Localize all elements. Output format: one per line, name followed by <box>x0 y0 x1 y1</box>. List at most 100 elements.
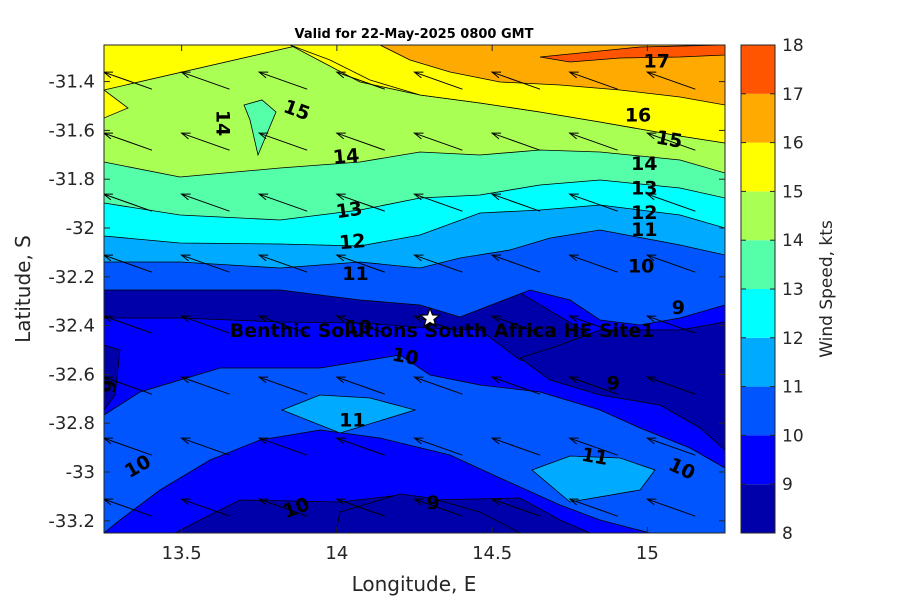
contour-label: 11 <box>631 219 657 241</box>
contour-label: 9 <box>98 378 122 395</box>
contour-label: 10 <box>628 256 654 278</box>
contour-label: 14 <box>211 110 233 136</box>
wind-arrow <box>645 498 696 517</box>
wind-arrow <box>490 376 541 395</box>
wind-arrow <box>180 193 230 212</box>
wind-arrow <box>180 254 230 273</box>
wind-arrow <box>490 437 541 456</box>
wind-arrow <box>180 376 230 395</box>
band-16-17 <box>379 45 725 106</box>
contour-label: 11 <box>339 409 365 431</box>
wind-arrow <box>257 193 308 212</box>
wind-arrow <box>413 315 463 334</box>
wind-arrow <box>335 193 385 212</box>
chart-title: Valid for 22-May-2025 0800 GMT <box>295 27 534 42</box>
wind-arrow <box>490 315 541 334</box>
colorbar-segment <box>741 337 775 387</box>
wind-arrow <box>568 498 618 517</box>
star-icon[interactable] <box>418 306 442 328</box>
x-tick-label: 13.5 <box>162 543 202 564</box>
colorbar-tick-label: 9 <box>782 475 793 495</box>
wind-arrow <box>104 254 153 273</box>
wind-arrow <box>104 376 153 395</box>
wind-arrow <box>335 71 385 90</box>
x-tick-label: 15 <box>636 543 659 564</box>
colorbar-tick-label: 10 <box>782 426 804 446</box>
contour-label: 17 <box>643 51 669 73</box>
wind-arrow <box>645 193 696 212</box>
colorbar-segment <box>741 484 775 533</box>
contour-label: 12 <box>338 230 366 254</box>
wind-arrow <box>104 193 153 212</box>
y-tick-label: -32.4 <box>48 316 95 337</box>
contour-label: 9 <box>672 297 685 319</box>
x-tick-label: 14.5 <box>472 543 512 564</box>
wind-arrow <box>568 132 618 151</box>
x-axis: 13.5 14 14.5 15 <box>162 45 659 564</box>
contour-label: 10 <box>390 344 420 370</box>
y-tick-label: -32 <box>66 218 95 239</box>
y-tick-label: -31.8 <box>48 169 95 190</box>
band-8-9-south <box>335 493 521 533</box>
wind-arrow <box>180 437 230 456</box>
colorbar-segment <box>741 240 775 289</box>
wind-arrow <box>257 315 308 334</box>
contour-label: 15 <box>654 127 684 153</box>
wind-arrow <box>104 71 153 90</box>
colorbar-tick-label: 13 <box>782 280 804 300</box>
wind-arrow <box>180 315 230 334</box>
wind-arrow <box>645 437 696 456</box>
wind-arrow <box>490 132 541 151</box>
wind-arrow <box>180 132 230 151</box>
y-tick-label: -31.6 <box>48 120 95 141</box>
site-marker[interactable] <box>418 306 442 328</box>
contour-label: 10 <box>345 317 371 339</box>
wind-arrow <box>335 376 385 395</box>
colorbar-segment <box>741 435 775 485</box>
wind-arrow <box>180 71 230 90</box>
wind-arrow <box>180 498 230 517</box>
wind-arrow <box>413 254 463 273</box>
wind-arrow <box>568 193 618 212</box>
band-11-12-patch-a <box>280 394 417 434</box>
colorbar-tick-label: 12 <box>782 329 804 349</box>
y-tick-label: -32.8 <box>48 413 95 434</box>
wind-arrow <box>335 315 385 334</box>
wind-arrow <box>335 498 385 517</box>
wind-arrow <box>335 437 385 456</box>
wind-arrow <box>490 254 541 273</box>
site-label: Benthic Solutions South Africa HE Site1 <box>230 320 655 342</box>
colorbar-segment <box>741 289 775 338</box>
contour-label: 16 <box>625 104 651 126</box>
wind-arrow <box>104 498 153 517</box>
contour-label: 14 <box>332 145 360 169</box>
colorbar-tick-label: 8 <box>782 524 793 544</box>
contour-label: 11 <box>580 444 610 470</box>
wind-arrow <box>490 71 541 90</box>
wind-arrow <box>568 315 618 334</box>
wind-arrow <box>257 437 308 456</box>
wind-arrow <box>104 132 153 151</box>
wind-arrow <box>568 71 618 90</box>
wind-arrow <box>413 71 463 90</box>
wind-arrow <box>490 193 541 212</box>
contour-label: 9 <box>427 492 440 514</box>
band-17-18 <box>539 45 725 63</box>
contour-label: 11 <box>342 263 368 285</box>
colorbar-tick-label: 16 <box>782 134 804 154</box>
contour-label: 9 <box>607 373 620 395</box>
y-tick-label: -32.2 <box>48 267 95 288</box>
contour-bands <box>104 45 725 533</box>
contour-label: 14 <box>631 153 657 175</box>
wind-arrows <box>104 71 696 517</box>
y-tick-label: -32.6 <box>48 364 95 385</box>
colorbar-segment <box>741 45 775 94</box>
band-8-9-east <box>519 321 725 451</box>
contour-label: 12 <box>631 202 657 224</box>
colorbar-segment <box>741 191 775 241</box>
wind-arrow <box>335 132 385 151</box>
y-tick-label: -33 <box>66 462 95 483</box>
wind-arrow <box>490 498 541 517</box>
contour-label: 13 <box>631 177 657 199</box>
